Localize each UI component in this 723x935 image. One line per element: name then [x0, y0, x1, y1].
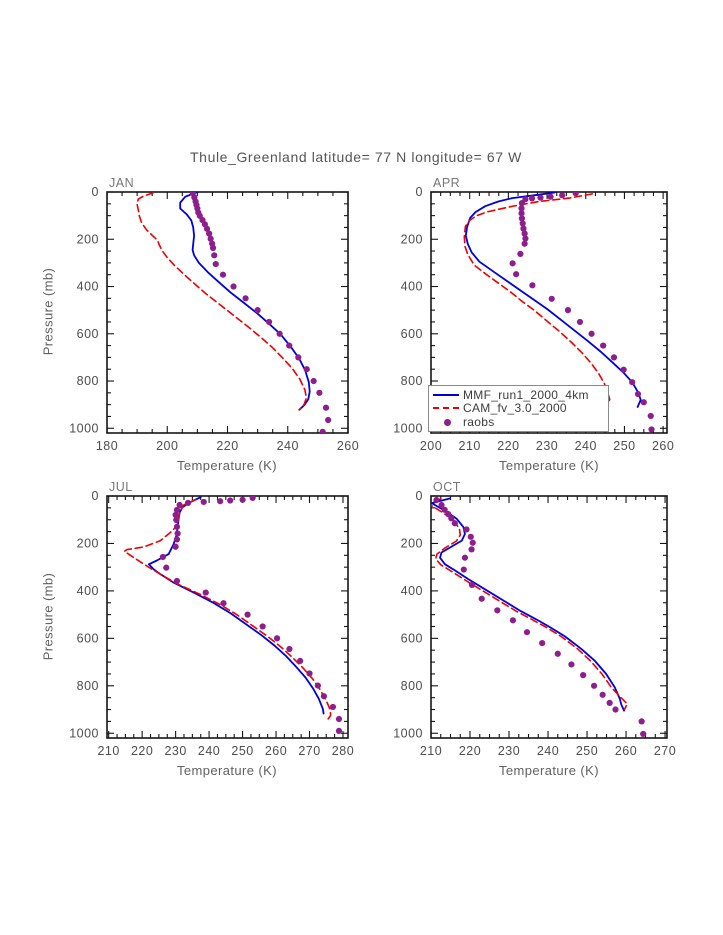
xtick-label-oct-220: 220 [459, 744, 481, 758]
ytick-label-apr-400: 400 [401, 280, 423, 294]
y-axis-title-jul: Pressure (mb) [40, 572, 56, 661]
xtick-label-oct-260: 260 [615, 744, 637, 758]
panel-oct-frame [430, 495, 668, 739]
mmf-line-sample-icon [433, 390, 459, 400]
xtick-label-apr-200: 200 [420, 439, 442, 453]
panel-oct: 210 220 230 240 250 260 270 0 200 400 600 800 1000 [393, 489, 676, 758]
ytick-label-oct-200: 200 [401, 536, 423, 550]
xtick-label-jan-260: 260 [337, 439, 359, 453]
xtick-label-jan-220: 220 [216, 439, 238, 453]
legend-row-mmf: MMF_run1_2000_4km [433, 387, 608, 402]
xtick-label-jul-230: 230 [164, 744, 186, 758]
xtick-label-jan-240: 240 [277, 439, 299, 453]
panel-jan-frame [106, 191, 349, 434]
legend-row-raobs: raobs [433, 415, 608, 430]
series-raobs-dots-jul [159, 496, 343, 734]
series-mmf-line-jan [179, 192, 311, 411]
raobs-dot-sample-icon [433, 417, 459, 427]
legend-row-cam: CAM_fv_3.0_2000 [433, 401, 608, 416]
legend-label-cam: CAM_fv_3.0_2000 [463, 401, 567, 416]
series-mmf-line-apr [464, 192, 642, 408]
xtick-label-jul-210: 210 [97, 744, 119, 758]
panel-label-oct: OCT [433, 480, 461, 494]
legend-label-raobs: raobs [463, 415, 495, 430]
panel-oct-ticks [430, 495, 667, 738]
xtick-label-jul-220: 220 [131, 744, 153, 758]
xtick-label-jul-280: 280 [332, 744, 354, 758]
cam-line-sample-icon [433, 403, 459, 413]
ytick-label-apr-200: 200 [401, 232, 423, 246]
panel-jul-frame [106, 495, 349, 739]
x-axis-title-oct: Temperature (K) [499, 763, 599, 778]
ytick-label-apr-0: 0 [416, 185, 423, 199]
xtick-label-apr-250: 250 [613, 439, 635, 453]
x-axis-title-jan: Temperature (K) [177, 458, 277, 473]
series-mmf-line-jul [147, 496, 325, 715]
panel-label-jan: JAN [109, 176, 135, 190]
ytick-label-oct-400: 400 [401, 584, 423, 598]
panel-jan: 180 200 220 240 260 0 200 400 600 800 1000 [69, 185, 359, 453]
series-raobs-dots-apr [509, 192, 655, 433]
xtick-label-apr-230: 230 [536, 439, 558, 453]
ytick-label-apr-1000: 1000 [393, 421, 423, 435]
panel-jul-ticks [107, 495, 348, 738]
xtick-label-apr-240: 240 [575, 439, 597, 453]
ytick-label-jul-1000: 1000 [69, 726, 99, 740]
panel-label-apr: APR [433, 176, 461, 190]
panel-label-jul: JUL [109, 480, 133, 494]
ytick-label-jan-400: 400 [77, 280, 99, 294]
xtick-label-jul-260: 260 [265, 744, 287, 758]
ytick-label-jul-200: 200 [77, 536, 99, 550]
xtick-label-jul-240: 240 [198, 744, 220, 758]
panel-jul: 210 220 230 240 250 260 270 280 0 200 400 600 800 100… [69, 489, 354, 758]
ytick-label-jan-600: 600 [77, 327, 99, 341]
ytick-label-jan-0: 0 [92, 185, 99, 199]
ytick-label-apr-600: 600 [401, 327, 423, 341]
xtick-label-apr-220: 220 [497, 439, 519, 453]
xtick-label-oct-270: 270 [654, 744, 676, 758]
series-cam-line-jan [136, 192, 308, 411]
ytick-label-oct-600: 600 [401, 631, 423, 645]
xtick-label-oct-230: 230 [498, 744, 520, 758]
ytick-label-jan-200: 200 [77, 232, 99, 246]
legend-label-mmf: MMF_run1_2000_4km [463, 387, 589, 402]
series-raobs-dots-jan [189, 192, 332, 433]
x-axis-title-jul: Temperature (K) [177, 763, 277, 778]
ytick-label-jan-1000: 1000 [69, 421, 99, 435]
y-axis-title-jan: Pressure (mb) [40, 267, 56, 356]
xtick-label-jul-250: 250 [231, 744, 253, 758]
xtick-label-jul-270: 270 [298, 744, 320, 758]
ytick-label-jul-800: 800 [77, 679, 99, 693]
xtick-label-apr-260: 260 [652, 439, 674, 453]
ytick-label-oct-1000: 1000 [393, 726, 423, 740]
xtick-label-jan-180: 180 [96, 439, 118, 453]
ytick-label-apr-800: 800 [401, 374, 423, 388]
series-cam-line-oct [431, 497, 629, 711]
ytick-label-jan-800: 800 [77, 374, 99, 388]
ytick-label-jul-0: 0 [92, 489, 99, 503]
xtick-label-oct-210: 210 [420, 744, 442, 758]
ytick-label-jul-400: 400 [77, 584, 99, 598]
x-axis-title-apr: Temperature (K) [499, 458, 599, 473]
ytick-label-oct-0: 0 [416, 489, 423, 503]
figure-title: Thule_Greenland latitude= 77 N longitude… [190, 149, 522, 165]
panel-jan-ticks [106, 191, 349, 433]
panel-apr-frame [430, 191, 668, 434]
xtick-label-jan-200: 200 [156, 439, 178, 453]
legend: MMF_run1_2000_4km CAM_fv_3.0_2000 raobs [428, 385, 609, 432]
xtick-label-apr-210: 210 [459, 439, 481, 453]
series-cam-line-apr [463, 193, 611, 407]
ytick-label-oct-800: 800 [401, 679, 423, 693]
xtick-label-oct-240: 240 [537, 744, 559, 758]
series-raobs-dots-oct [433, 496, 647, 738]
ytick-label-jul-600: 600 [77, 631, 99, 645]
series-cam-line-jul [123, 498, 332, 722]
series-mmf-line-oct [431, 497, 625, 712]
xtick-label-oct-250: 250 [576, 744, 598, 758]
